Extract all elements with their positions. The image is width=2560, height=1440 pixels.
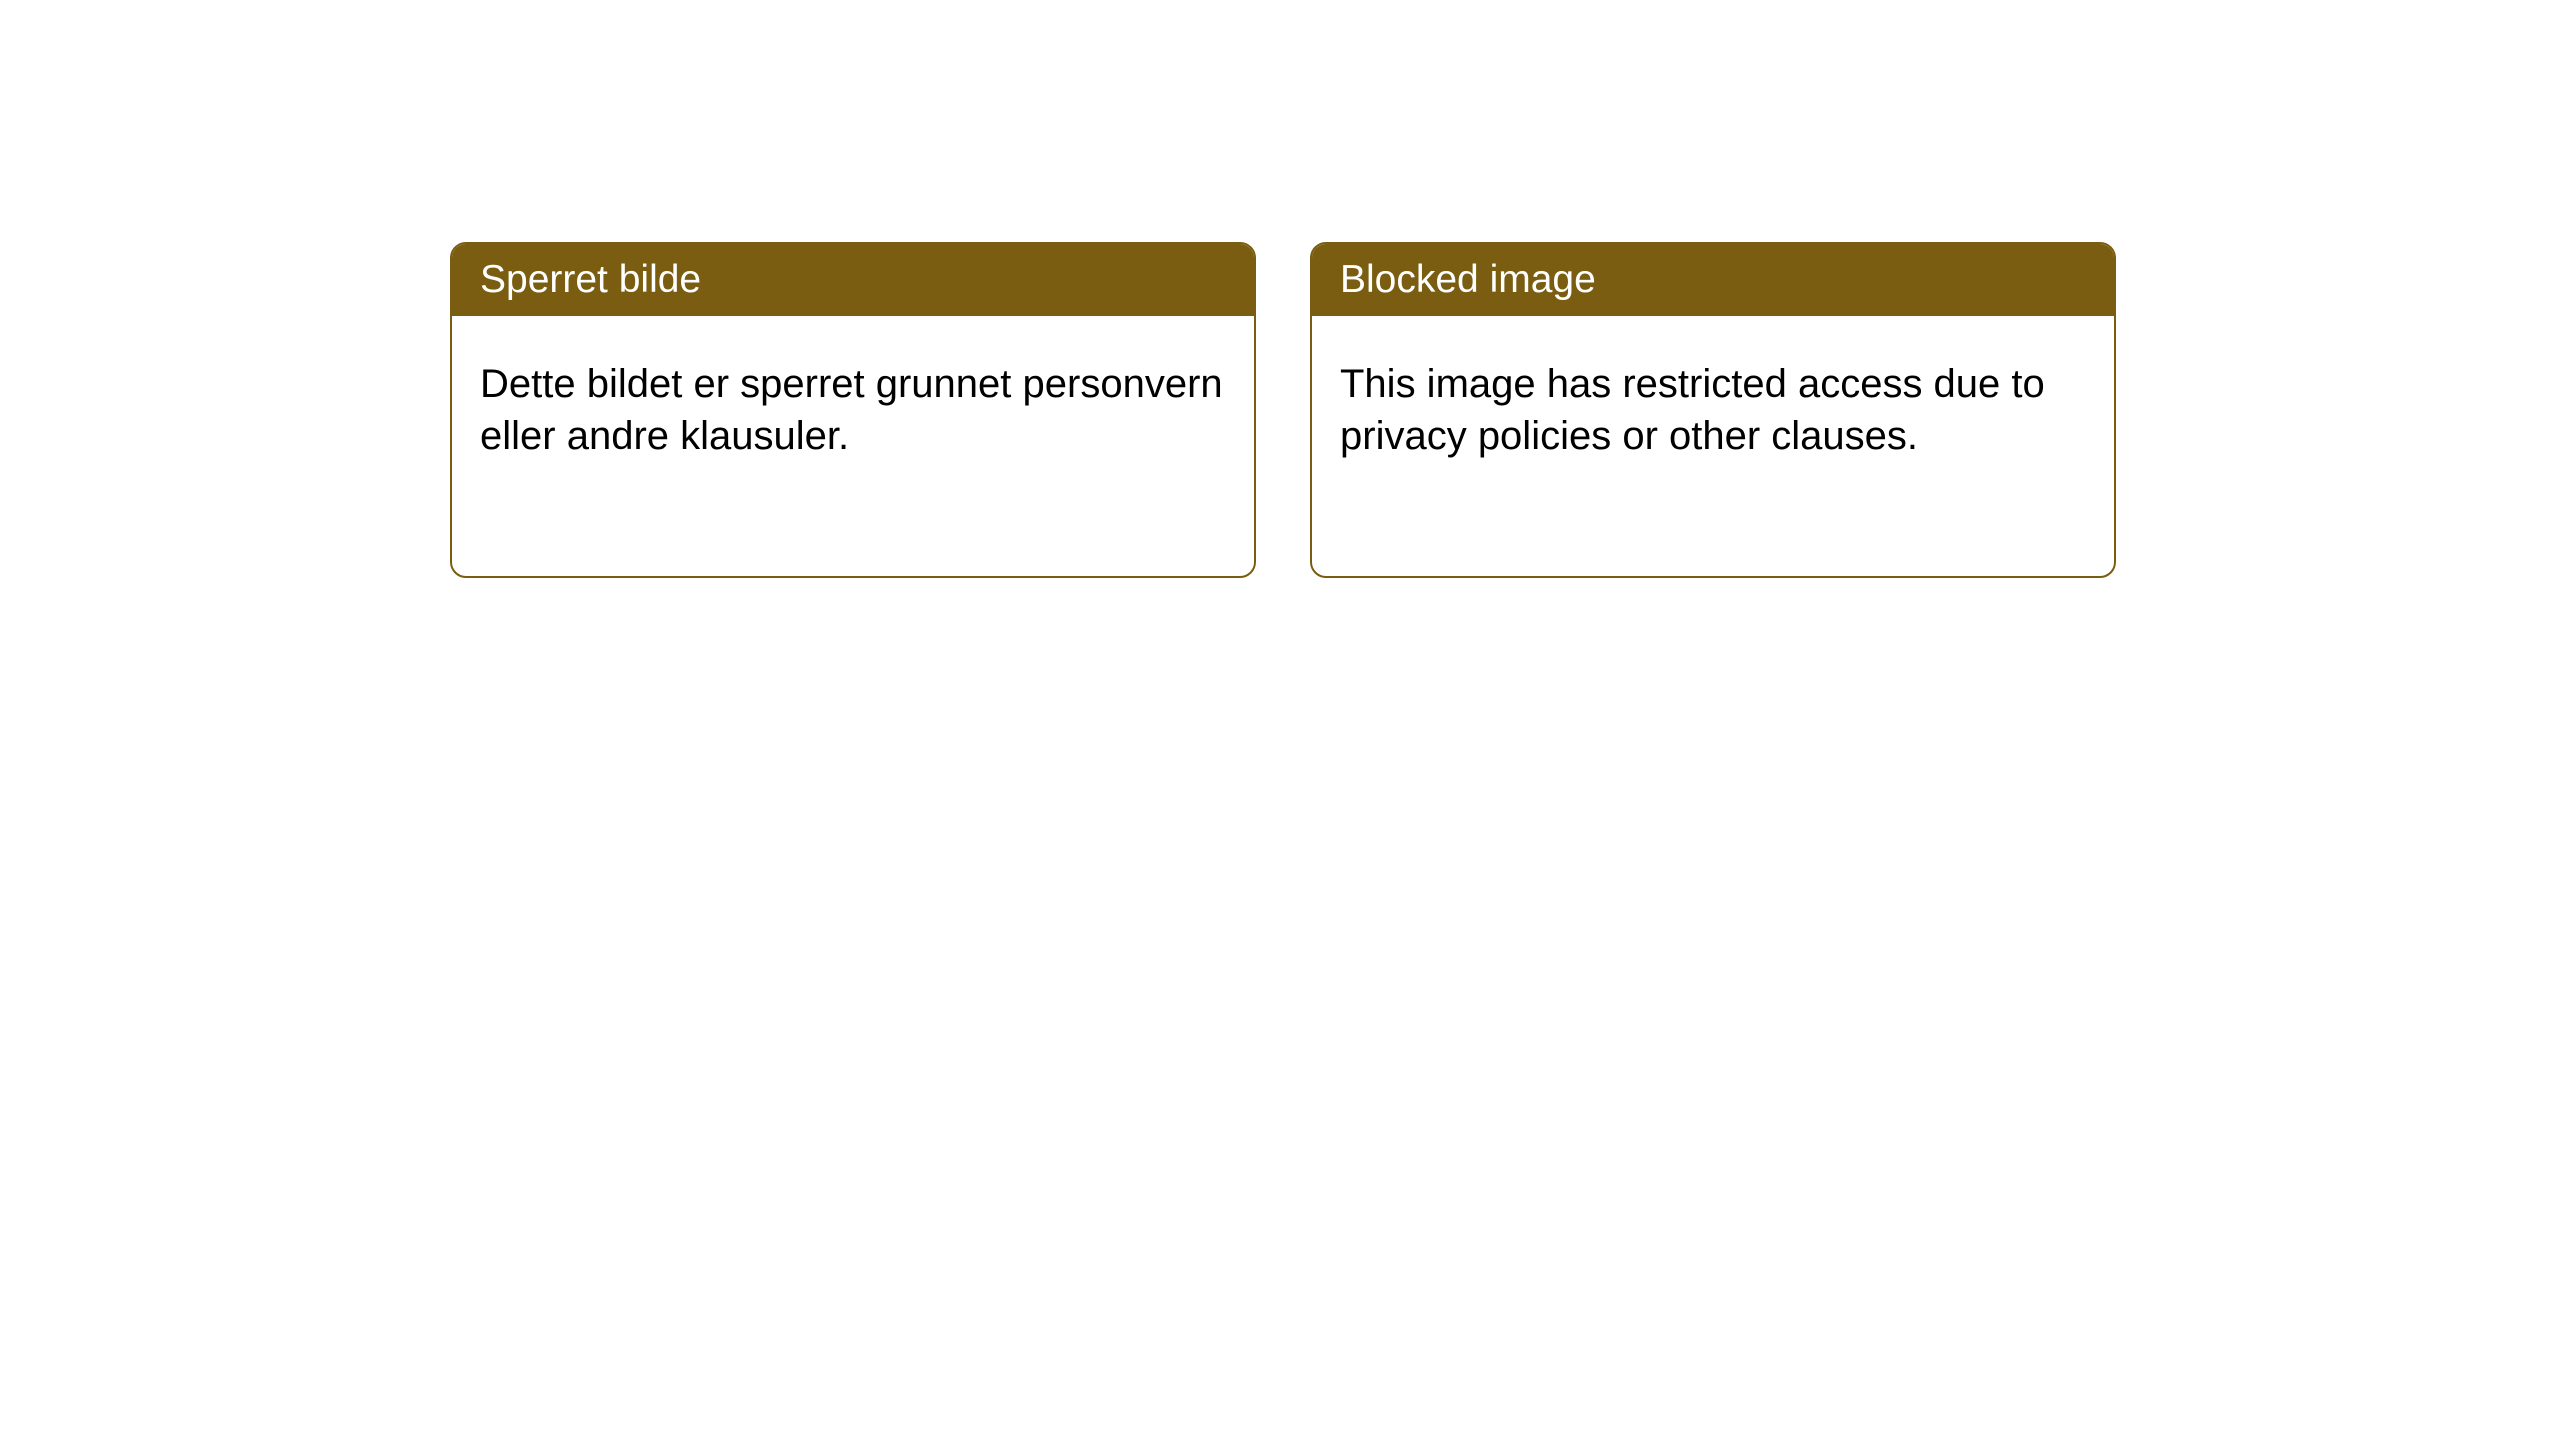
card-title: Sperret bilde xyxy=(480,258,701,301)
blocked-image-card-no: Sperret bilde Dette bildet er sperret gr… xyxy=(450,242,1256,578)
card-body-text: Dette bildet er sperret grunnet personve… xyxy=(480,362,1223,458)
card-body-text: This image has restricted access due to … xyxy=(1340,362,2045,458)
blocked-image-card-en: Blocked image This image has restricted … xyxy=(1310,242,2116,578)
card-title: Blocked image xyxy=(1340,258,1596,301)
card-header: Blocked image xyxy=(1312,244,2114,316)
card-body: Dette bildet er sperret grunnet personve… xyxy=(452,316,1254,504)
card-body: This image has restricted access due to … xyxy=(1312,316,2114,504)
card-header: Sperret bilde xyxy=(452,244,1254,316)
cards-container: Sperret bilde Dette bildet er sperret gr… xyxy=(0,0,2560,578)
